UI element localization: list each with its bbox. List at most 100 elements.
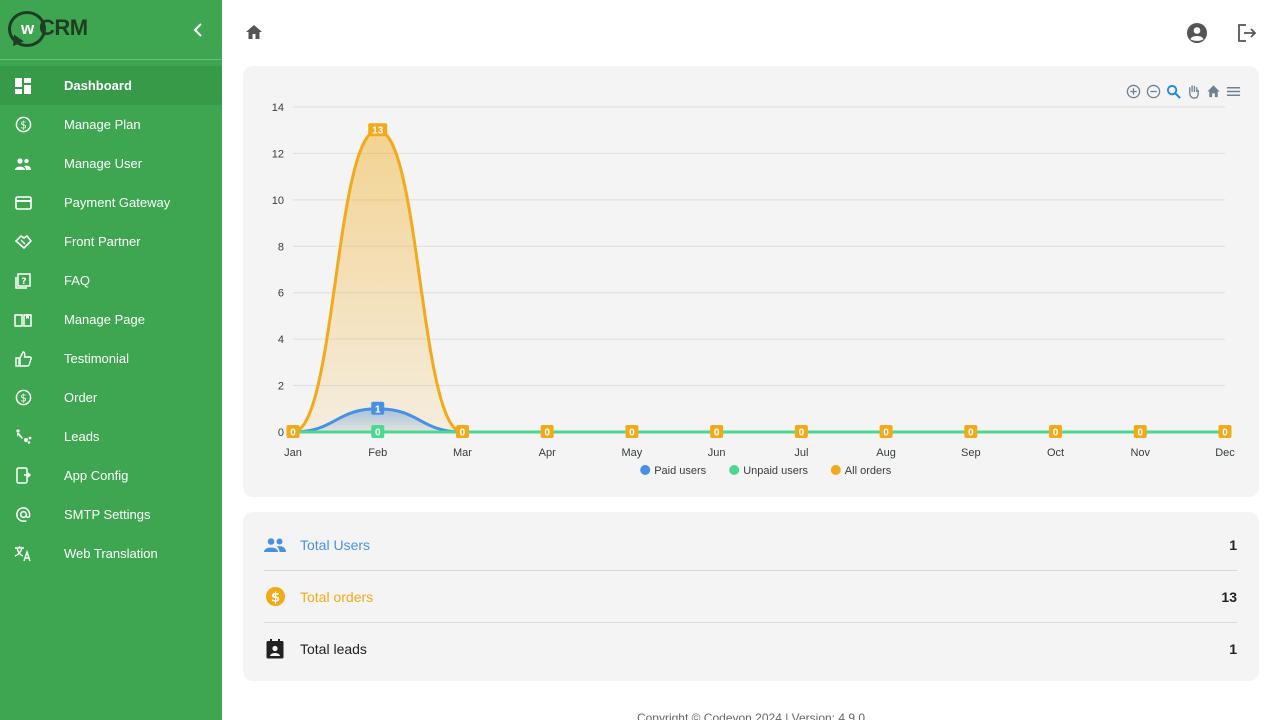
sidebar-item-smtp-settings[interactable]: SMTP Settings <box>0 495 222 534</box>
sidebar-item-front-partner[interactable]: Front Partner <box>0 222 222 261</box>
legend-label: Unpaid users <box>743 465 808 477</box>
x-tick-label: Aug <box>876 447 896 459</box>
sidebar-item-leads[interactable]: Leads <box>0 417 222 456</box>
collapse-sidebar-button[interactable] <box>188 20 208 40</box>
app-config-icon <box>14 467 32 485</box>
sidebar-item-manage-user[interactable]: Manage User <box>0 144 222 183</box>
book-icon <box>14 311 32 329</box>
stat-value: 13 <box>1221 588 1237 605</box>
stat-row-total-leads[interactable]: Total leads 1 <box>264 623 1237 675</box>
legend-marker <box>830 465 841 475</box>
sidebar-item-faq[interactable]: ? FAQ <box>0 261 222 300</box>
zoom-selection-button[interactable] <box>1165 83 1182 100</box>
y-tick-label: 0 <box>278 427 284 439</box>
data-label-box <box>1218 425 1232 438</box>
menu-icon <box>1226 86 1241 96</box>
home-icon <box>1207 84 1220 97</box>
main-content: 0 2 4 6 8 10 12 14 Jan Feb Mar Apr May Jun Jul Aug Sep Oc… <box>222 0 1280 720</box>
y-tick-label: 12 <box>272 148 284 160</box>
sidebar: w CRM Dashboard $ Manage Plan Manage Use… <box>0 0 222 720</box>
sidebar-item-label: Manage Page <box>64 312 145 327</box>
zoom-in-button[interactable] <box>1125 83 1142 100</box>
chart-menu-button[interactable] <box>1225 83 1242 100</box>
reset-zoom-button[interactable] <box>1205 83 1222 100</box>
sidebar-item-dashboard[interactable]: Dashboard <box>0 66 222 105</box>
sidebar-item-app-config[interactable]: App Config <box>0 456 222 495</box>
legend-marker <box>729 465 740 475</box>
account-circle-icon <box>1187 23 1207 43</box>
legend-label: Paid users <box>654 465 706 477</box>
brand-logo[interactable]: w CRM <box>8 11 90 51</box>
x-tick-label: May <box>622 447 643 459</box>
sidebar-item-label: Testimonial <box>64 351 130 366</box>
svg-text:$: $ <box>20 392 27 404</box>
data-label-box <box>371 425 385 438</box>
logout-icon <box>1238 24 1257 42</box>
sidebar-item-testimonial[interactable]: Testimonial <box>0 339 222 378</box>
svg-text:?: ? <box>21 277 26 287</box>
zoom-in-icon <box>1126 84 1141 98</box>
x-tick-label: Nov <box>1130 447 1150 459</box>
sidebar-item-payment-gateway[interactable]: Payment Gateway <box>0 183 222 222</box>
stats-card: Total Users 1 $ Total orders 13 Total le… <box>243 512 1259 681</box>
home-icon <box>246 25 262 39</box>
data-label: 1 <box>375 404 381 415</box>
chevron-left-icon <box>193 23 202 37</box>
svg-text:$: $ <box>270 590 279 605</box>
data-label-box <box>1049 425 1063 438</box>
thumbs-up-icon <box>14 350 32 368</box>
handshake-icon <box>14 233 32 251</box>
data-label: 0 <box>1053 428 1059 439</box>
sidebar-item-label: Order <box>64 390 98 405</box>
svg-text:$: $ <box>20 119 27 131</box>
pan-button[interactable] <box>1185 83 1202 100</box>
y-tick-label: 2 <box>278 381 284 393</box>
sidebar-item-label: Web Translation <box>64 546 158 561</box>
data-label-box <box>371 401 385 415</box>
x-tick-label: Feb <box>368 447 387 459</box>
sidebar-item-label: Front Partner <box>64 234 141 249</box>
stat-row-total-orders[interactable]: $ Total orders 13 <box>264 571 1237 623</box>
data-label: 0 <box>1137 428 1143 439</box>
contact-card-icon <box>264 638 286 660</box>
sidebar-item-manage-page[interactable]: Manage Page <box>0 300 222 339</box>
data-label-box <box>710 425 724 438</box>
x-tick-label: Mar <box>453 447 472 459</box>
home-button[interactable] <box>244 22 266 44</box>
legend-marker <box>640 465 651 475</box>
footer-copyright: Copyright © Codeyon 2024 | Version: 4.9.… <box>636 711 866 720</box>
data-label: 13 <box>372 126 384 137</box>
x-tick-label: Apr <box>539 447 556 459</box>
sidebar-item-label: App Config <box>64 468 129 483</box>
account-button[interactable] <box>1186 22 1210 46</box>
sidebar-item-manage-plan[interactable]: $ Manage Plan <box>0 105 222 144</box>
y-tick-label: 8 <box>278 241 284 253</box>
logout-button[interactable] <box>1236 22 1260 46</box>
chart-toolbar <box>1125 82 1242 100</box>
sidebar-header: w CRM <box>0 0 222 60</box>
stat-label: Total orders <box>300 588 374 605</box>
data-label-box <box>286 425 300 438</box>
dollar-circle-icon: $ <box>14 116 32 134</box>
data-label: 0 <box>1222 428 1228 439</box>
data-label-box <box>625 425 639 438</box>
users-icon <box>264 534 286 556</box>
x-tick-label: Sep <box>961 447 981 459</box>
faq-icon: ? <box>14 272 32 290</box>
chart-card: 0 2 4 6 8 10 12 14 Jan Feb Mar Apr May Jun Jul Aug Sep Oc… <box>243 66 1259 497</box>
data-label: 0 <box>799 428 805 439</box>
sidebar-item-label: Manage Plan <box>64 117 141 132</box>
legend-label: All orders <box>845 465 892 477</box>
stat-label: Total Users <box>300 536 371 553</box>
dollar-circle-icon: $ <box>14 389 32 407</box>
zoom-out-icon <box>1146 84 1161 98</box>
data-label-box <box>879 425 893 438</box>
stat-row-total-users[interactable]: Total Users 1 <box>264 519 1237 571</box>
x-tick-label: Jun <box>708 447 726 459</box>
sidebar-item-label: SMTP Settings <box>64 507 151 522</box>
sidebar-item-web-translation[interactable]: Web Translation <box>0 534 222 573</box>
sidebar-item-order[interactable]: $ Order <box>0 378 222 417</box>
y-tick-label: 14 <box>272 102 284 114</box>
zoom-out-button[interactable] <box>1145 83 1162 100</box>
